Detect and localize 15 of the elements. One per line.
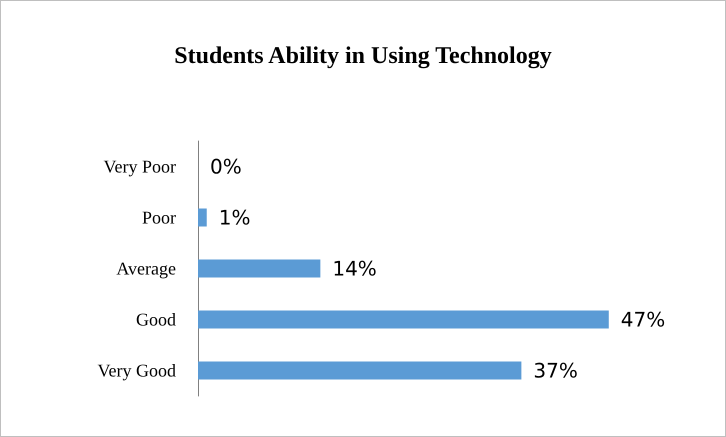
bar — [198, 260, 320, 278]
y-tick-label: Very Good — [98, 360, 176, 380]
y-tick-label: Good — [136, 310, 176, 330]
bar — [198, 362, 522, 380]
bar — [198, 310, 609, 328]
data-label: 47% — [620, 308, 666, 332]
chart-title: Students Ability in Using Technology — [174, 43, 552, 69]
y-tick-label: Poor — [142, 208, 176, 228]
y-tick-label: Average — [116, 258, 176, 278]
data-label: 0% — [210, 154, 242, 178]
bar — [198, 208, 207, 226]
y-tick-label: Very Poor — [104, 156, 176, 176]
data-label: 1% — [218, 206, 250, 230]
data-label: 14% — [332, 256, 377, 280]
data-label: 37% — [533, 358, 578, 382]
